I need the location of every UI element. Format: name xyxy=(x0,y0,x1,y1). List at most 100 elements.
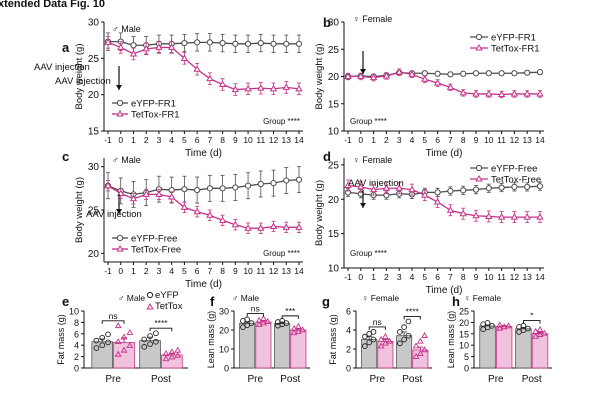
x-tick-label: 4 xyxy=(169,135,174,145)
y-tick-label: 30 xyxy=(219,307,229,317)
data-point xyxy=(295,176,303,183)
data-point xyxy=(269,222,278,229)
y-tick-label: 20 xyxy=(88,90,100,101)
data-point xyxy=(290,324,298,331)
group-significance: Group **** xyxy=(350,117,387,126)
y-tick-label: 10 xyxy=(219,345,229,355)
data-point xyxy=(257,180,264,188)
data-point xyxy=(485,212,493,219)
x-tick-label: 5 xyxy=(182,135,187,145)
series-tettox xyxy=(104,36,303,96)
data-point xyxy=(377,335,385,342)
data-point xyxy=(447,71,454,78)
bar xyxy=(479,325,496,369)
data-point xyxy=(168,192,176,200)
data-point xyxy=(362,343,368,350)
x-tick-label: 10 xyxy=(484,272,494,282)
data-point xyxy=(370,329,377,335)
y-axis-label: Body weight (g) xyxy=(74,177,85,243)
y-tick-label: 15 xyxy=(88,127,100,138)
data-point xyxy=(283,320,290,327)
data-point xyxy=(498,184,505,191)
legend-label: TetTox-Free xyxy=(131,245,181,256)
data-point xyxy=(382,71,391,79)
data-point xyxy=(408,70,416,77)
category-label: Pre xyxy=(247,374,263,385)
data-point xyxy=(412,352,420,359)
data-point xyxy=(231,85,239,93)
data-point xyxy=(344,181,352,188)
x-tick-label: 2 xyxy=(384,272,389,282)
x-tick-label: 5 xyxy=(422,135,427,145)
legend-marker xyxy=(475,33,483,41)
data-point xyxy=(447,187,454,195)
significance-bracket xyxy=(246,313,264,317)
data-point xyxy=(257,84,265,91)
bar xyxy=(274,323,291,369)
category-label: Post xyxy=(402,374,422,385)
x-tick-label: 6 xyxy=(435,272,440,282)
significance-bracket xyxy=(281,315,299,319)
legend-marker xyxy=(146,291,154,299)
data-point xyxy=(153,330,159,337)
x-tick-label: 10 xyxy=(484,135,494,145)
data-point xyxy=(459,209,467,217)
data-point xyxy=(421,70,428,77)
data-point xyxy=(412,342,420,349)
y-tick-label: 10 xyxy=(459,341,469,351)
data-point xyxy=(386,337,394,344)
sex-label: ♂ Male xyxy=(232,293,259,303)
data-point xyxy=(168,353,176,360)
y-tick-label: 20 xyxy=(328,195,340,206)
data-point xyxy=(382,339,389,346)
x-tick-label: 2 xyxy=(384,135,389,145)
x-tick-label: 14 xyxy=(294,266,304,276)
data-point xyxy=(194,39,201,46)
legend-label: TetTox-FR1 xyxy=(491,44,540,55)
data-point xyxy=(93,337,100,344)
data-point xyxy=(255,320,263,327)
legend-marker xyxy=(116,99,124,107)
x-tick-label: 8 xyxy=(461,272,466,282)
y-tick-label: 2 xyxy=(346,345,351,355)
y-axis-label: Body weight (g) xyxy=(314,180,325,246)
x-tick-label: 11 xyxy=(497,272,506,282)
y-tick-label: 4 xyxy=(346,326,351,336)
data-point xyxy=(524,325,531,332)
data-point xyxy=(489,322,495,329)
data-point xyxy=(524,183,531,190)
data-point xyxy=(126,328,134,335)
data-point xyxy=(126,342,134,349)
legend-marker xyxy=(116,109,124,117)
data-point xyxy=(446,206,455,213)
y-tick-label: 0 xyxy=(74,364,79,374)
data-point xyxy=(401,324,407,331)
y-tick-label: 25 xyxy=(328,45,340,56)
panel-letter: g xyxy=(322,294,330,309)
y-tick-label: 0 xyxy=(224,364,229,374)
data-point xyxy=(459,88,467,96)
data-point xyxy=(218,80,227,87)
data-point xyxy=(395,68,403,75)
y-axis-label: Fat mass (g) xyxy=(56,314,66,365)
significance-label: *** xyxy=(285,306,296,316)
x-tick-label: 11 xyxy=(256,266,265,276)
data-point xyxy=(397,329,403,335)
x-axis-label: Time (d) xyxy=(426,285,463,296)
bar xyxy=(290,329,307,369)
data-point xyxy=(282,223,290,230)
y-tick-label: 2 xyxy=(74,352,79,362)
x-tick-label: 7 xyxy=(207,266,212,276)
bar xyxy=(515,328,532,369)
y-tick-label: 20 xyxy=(88,249,100,260)
data-point xyxy=(433,79,442,86)
panel-letter: f xyxy=(210,294,215,309)
x-tick-label: 8 xyxy=(461,135,466,145)
legend-label: TetTox xyxy=(155,301,183,312)
data-point xyxy=(120,333,128,340)
data-point xyxy=(269,84,278,92)
bar xyxy=(412,349,429,369)
data-point xyxy=(270,40,277,47)
